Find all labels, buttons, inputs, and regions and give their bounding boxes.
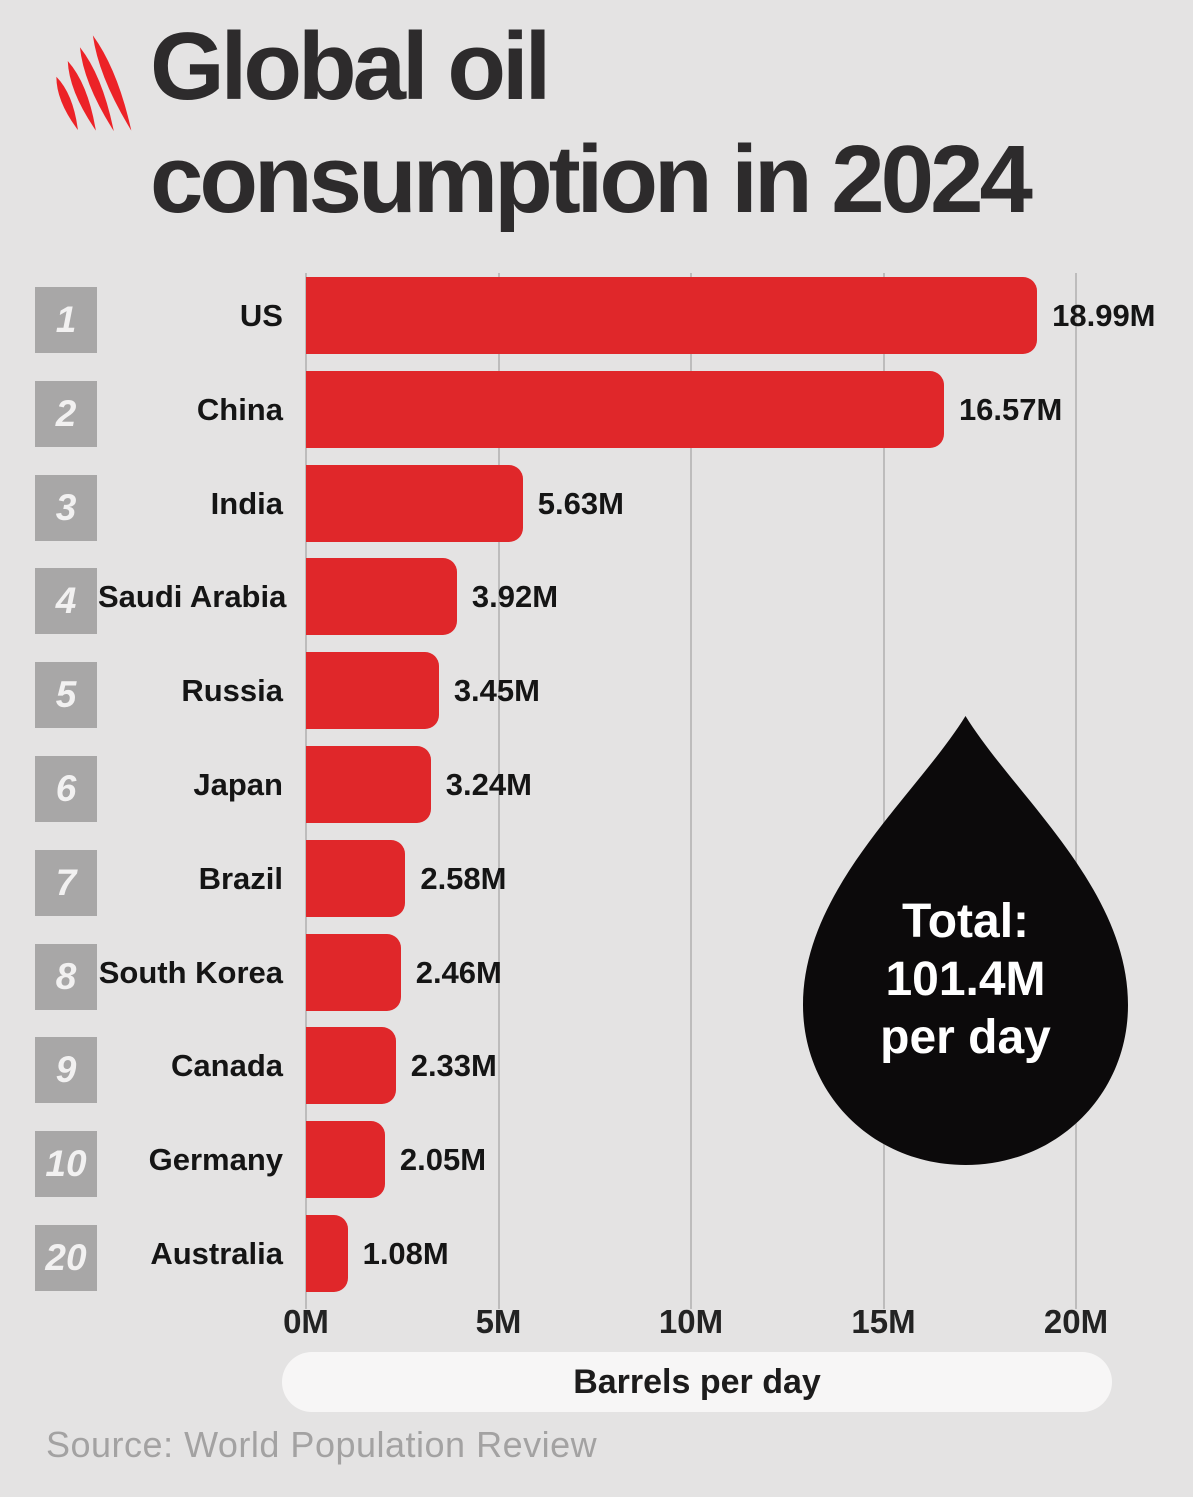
- x-tick-label-10M: 10M: [658, 1303, 724, 1340]
- value-label: 2.58M: [420, 860, 507, 896]
- chart-row-russia: 5 Russia 3.45M: [0, 652, 1193, 730]
- bar-russia: [306, 652, 439, 730]
- bar-us: [306, 277, 1038, 354]
- rank-badge: 3: [35, 474, 97, 541]
- gridline-10M: [690, 273, 692, 1309]
- bar-india: [306, 464, 523, 542]
- total-line-1: Total:: [901, 895, 1030, 948]
- rank-badge: 8: [35, 943, 97, 1010]
- rank-badge: 10: [35, 1131, 97, 1198]
- chart-row-japan: 6 Japan 3.24M: [0, 746, 1193, 823]
- value-label: 2.05M: [399, 1142, 487, 1178]
- bar-brazil: [306, 839, 406, 917]
- chart-row-saudi-arabia: 4 Saudi Arabia 3.92M: [0, 558, 1193, 636]
- title-line-1: Global oil: [150, 13, 551, 120]
- x-tick-label-5M: 5M: [475, 1303, 522, 1340]
- country-label: US: [239, 298, 283, 333]
- bar-germany: [306, 1121, 385, 1199]
- country-label: Russia: [181, 673, 283, 709]
- rank-badge: 20: [35, 1225, 97, 1291]
- gridline-5M: [497, 273, 500, 1309]
- chart-row-china: 2 China 16.57M: [0, 370, 1193, 448]
- chart-row-brazil: 7 Brazil 2.58M: [0, 839, 1193, 917]
- rank-badge: 4: [35, 568, 97, 635]
- title-line-2: consumption in 2024: [150, 126, 1033, 233]
- gridline-20M: [1075, 273, 1077, 1309]
- oil-drop-badge: Total: 101.4M per day: [803, 716, 1128, 1165]
- rank-badge: 6: [35, 756, 97, 822]
- x-tick-label-0M: 0M: [283, 1303, 329, 1340]
- rank-badge: 2: [35, 380, 97, 447]
- page-title: Global oil consumption in 2024: [150, 10, 1033, 236]
- axis-unit-label: Barrels per day: [573, 1363, 821, 1401]
- chart-row-us: 1 US 18.99M: [0, 277, 1193, 354]
- oil-drop-icon: [803, 716, 1128, 1165]
- value-label: 2.33M: [410, 1048, 497, 1084]
- country-label: Japan: [193, 767, 283, 802]
- country-label: Australia: [150, 1236, 283, 1271]
- axis-unit-pill: Barrels per day: [282, 1352, 1112, 1412]
- total-line-2: 101.4M: [885, 953, 1046, 1006]
- chart-row-canada: 9 Canada 2.33M: [0, 1027, 1193, 1105]
- total-line-3: per day: [880, 1011, 1051, 1064]
- country-label: India: [210, 485, 283, 521]
- sbs-logo-icon: [56, 35, 132, 132]
- bar-canada: [306, 1027, 396, 1105]
- value-label: 3.24M: [445, 767, 532, 802]
- value-label: 5.63M: [537, 485, 624, 521]
- rank-badge: 9: [35, 1037, 97, 1104]
- x-tick-label-15M: 15M: [851, 1303, 916, 1340]
- country-label: South Korea: [98, 954, 283, 990]
- rank-badge: 7: [35, 849, 97, 916]
- country-label: Germany: [148, 1142, 283, 1178]
- value-label: 3.45M: [453, 673, 540, 709]
- country-label: China: [196, 391, 283, 427]
- source-credit: Source: World Population Review: [46, 1424, 598, 1465]
- country-label: Brazil: [198, 860, 283, 896]
- bar-australia: [306, 1215, 348, 1292]
- rank-badge: 1: [35, 287, 97, 353]
- value-label: 2.46M: [415, 954, 502, 990]
- chart-row-germany: 10 Germany 2.05M: [0, 1121, 1193, 1199]
- bar-japan: [306, 746, 431, 823]
- chart-row-south-korea: 8 South Korea 2.46M: [0, 933, 1193, 1011]
- value-label: 16.57M: [958, 391, 1063, 427]
- total-text: Total: 101.4M per day: [803, 893, 1128, 1067]
- value-label: 3.92M: [471, 579, 559, 615]
- country-label: Canada: [171, 1048, 283, 1084]
- gridline-15M: [882, 273, 885, 1309]
- bar-china: [306, 370, 944, 448]
- x-tick-label-20M: 20M: [1043, 1303, 1109, 1340]
- chart-row-india: 3 India 5.63M: [0, 464, 1193, 542]
- value-label: 18.99M: [1052, 298, 1156, 333]
- chart-row-australia: 20 Australia 1.08M: [0, 1215, 1193, 1292]
- bar-saudi-arabia: [306, 558, 457, 636]
- bar-south-korea: [306, 933, 401, 1011]
- rank-badge: 5: [35, 662, 97, 729]
- country-label: Saudi Arabia: [98, 579, 287, 615]
- value-label: 1.08M: [362, 1236, 449, 1271]
